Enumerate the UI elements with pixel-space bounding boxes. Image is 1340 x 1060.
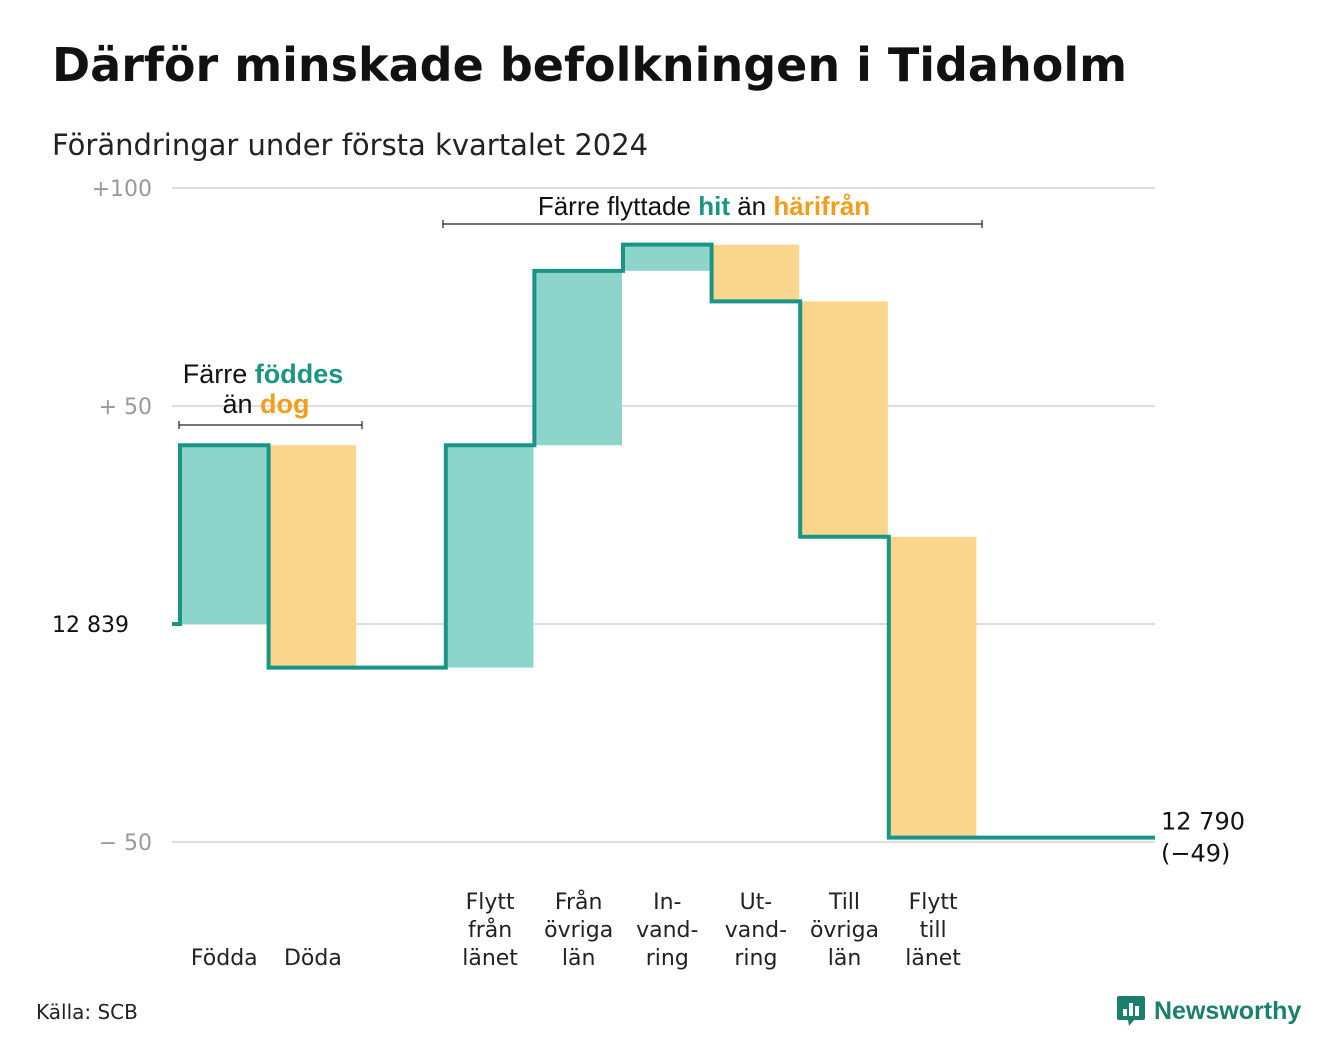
annotation-birth-death: Färre föddes än dog	[178, 359, 363, 429]
end-value-label: 12 790	[1161, 808, 1245, 836]
source-note: Källa: SCB	[36, 1000, 138, 1024]
annotation-migration: Färre flyttade hit än härifrån	[442, 191, 983, 228]
bar-5	[624, 244, 711, 271]
bar-1	[269, 445, 357, 668]
category-label: från	[468, 917, 512, 943]
category-label: övriga	[810, 918, 879, 943]
cumulative-line	[172, 242, 1155, 840]
category-label: Döda	[284, 946, 342, 971]
category-label: län	[828, 946, 862, 971]
category-label: länet	[905, 946, 961, 971]
end-change-label: (−49)	[1161, 840, 1230, 868]
newsworthy-logo: Newsworthy	[1116, 994, 1301, 1028]
annotation-1-line1: Färre föddes	[183, 359, 344, 389]
annotation-1-line2: än dog	[222, 389, 309, 419]
category-label: Flytt	[466, 890, 515, 915]
bar-4	[535, 270, 622, 446]
category-label: ring	[646, 946, 689, 971]
category-label: vand-	[725, 918, 787, 943]
y-tick-label: − 50	[99, 831, 152, 856]
category-label: till	[920, 918, 947, 943]
category-label: övriga	[544, 918, 613, 943]
step-line	[172, 242, 1155, 840]
y-tick-label: +100	[92, 177, 152, 202]
category-label: länet	[462, 946, 518, 971]
y-tick-label: + 50	[99, 395, 152, 420]
bar-0	[181, 445, 268, 624]
newsworthy-logo-icon	[1117, 996, 1145, 1026]
category-label: Födda	[191, 946, 258, 971]
category-label: vand-	[636, 918, 698, 943]
brand-name: Newsworthy	[1154, 996, 1302, 1025]
category-label: Ut-	[740, 890, 773, 915]
bar-3	[446, 445, 534, 668]
start-value-label: 12 839	[52, 613, 129, 638]
category-label: In-	[653, 890, 681, 915]
category-label: Från	[555, 889, 603, 915]
bar-8	[889, 536, 977, 838]
category-label: Till	[828, 890, 860, 915]
bars	[181, 244, 977, 838]
category-label: Flytt	[909, 890, 958, 915]
category-label: län	[562, 946, 596, 971]
chart-title: Därför minskade befolkningen i Tidaholm	[52, 38, 1128, 92]
bar-7	[801, 301, 888, 537]
chart-subtitle: Förändringar under första kvartalet 2024	[52, 128, 649, 162]
bar-6	[712, 244, 800, 302]
annotation-2-text: Färre flyttade hit än härifrån	[538, 191, 870, 221]
category-label: ring	[734, 946, 777, 971]
